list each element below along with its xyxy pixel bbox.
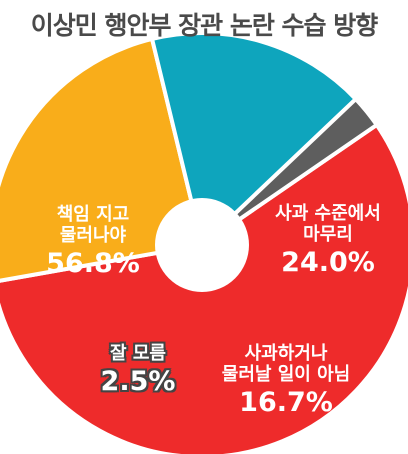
slice-value-dont-know: 2.5% [100,366,176,398]
slice-label-resign: 책임 지고 물러나야 56.8% [18,204,168,280]
slice-label-apology: 사과 수준에서 마무리 24.0% [254,203,402,279]
slice-label-not-needed-line-1: 사과하거나 [244,343,328,364]
slice-label-dont-know: 잘 모름 2.5% [88,343,188,398]
slice-label-not-needed: 사과하거나 물러날 일이 아님 16.7% [188,343,384,419]
slice-value-resign: 56.8% [46,248,140,280]
slice-dont-know [200,97,379,247]
slice-value-apology: 24.0% [281,247,375,279]
slice-label-resign-line-1: 책임 지고 [56,204,130,225]
slice-label-dont-know-line-1: 잘 모름 [110,343,166,364]
slice-label-resign-line-2: 물러나야 [59,225,127,247]
slice-label-apology-line-1: 사과 수준에서 [275,203,381,224]
slice-not-needed [150,31,358,247]
slice-value-not-needed: 16.7% [239,387,333,419]
donut-hole [155,198,249,292]
slice-apology [0,36,204,283]
chart-title: 이상민 행안부 장관 논란 수습 방향 [30,11,379,40]
slice-label-not-needed-line-2: 물러날 일이 아님 [221,364,351,386]
slice-label-apology-line-2: 마무리 [303,224,353,246]
